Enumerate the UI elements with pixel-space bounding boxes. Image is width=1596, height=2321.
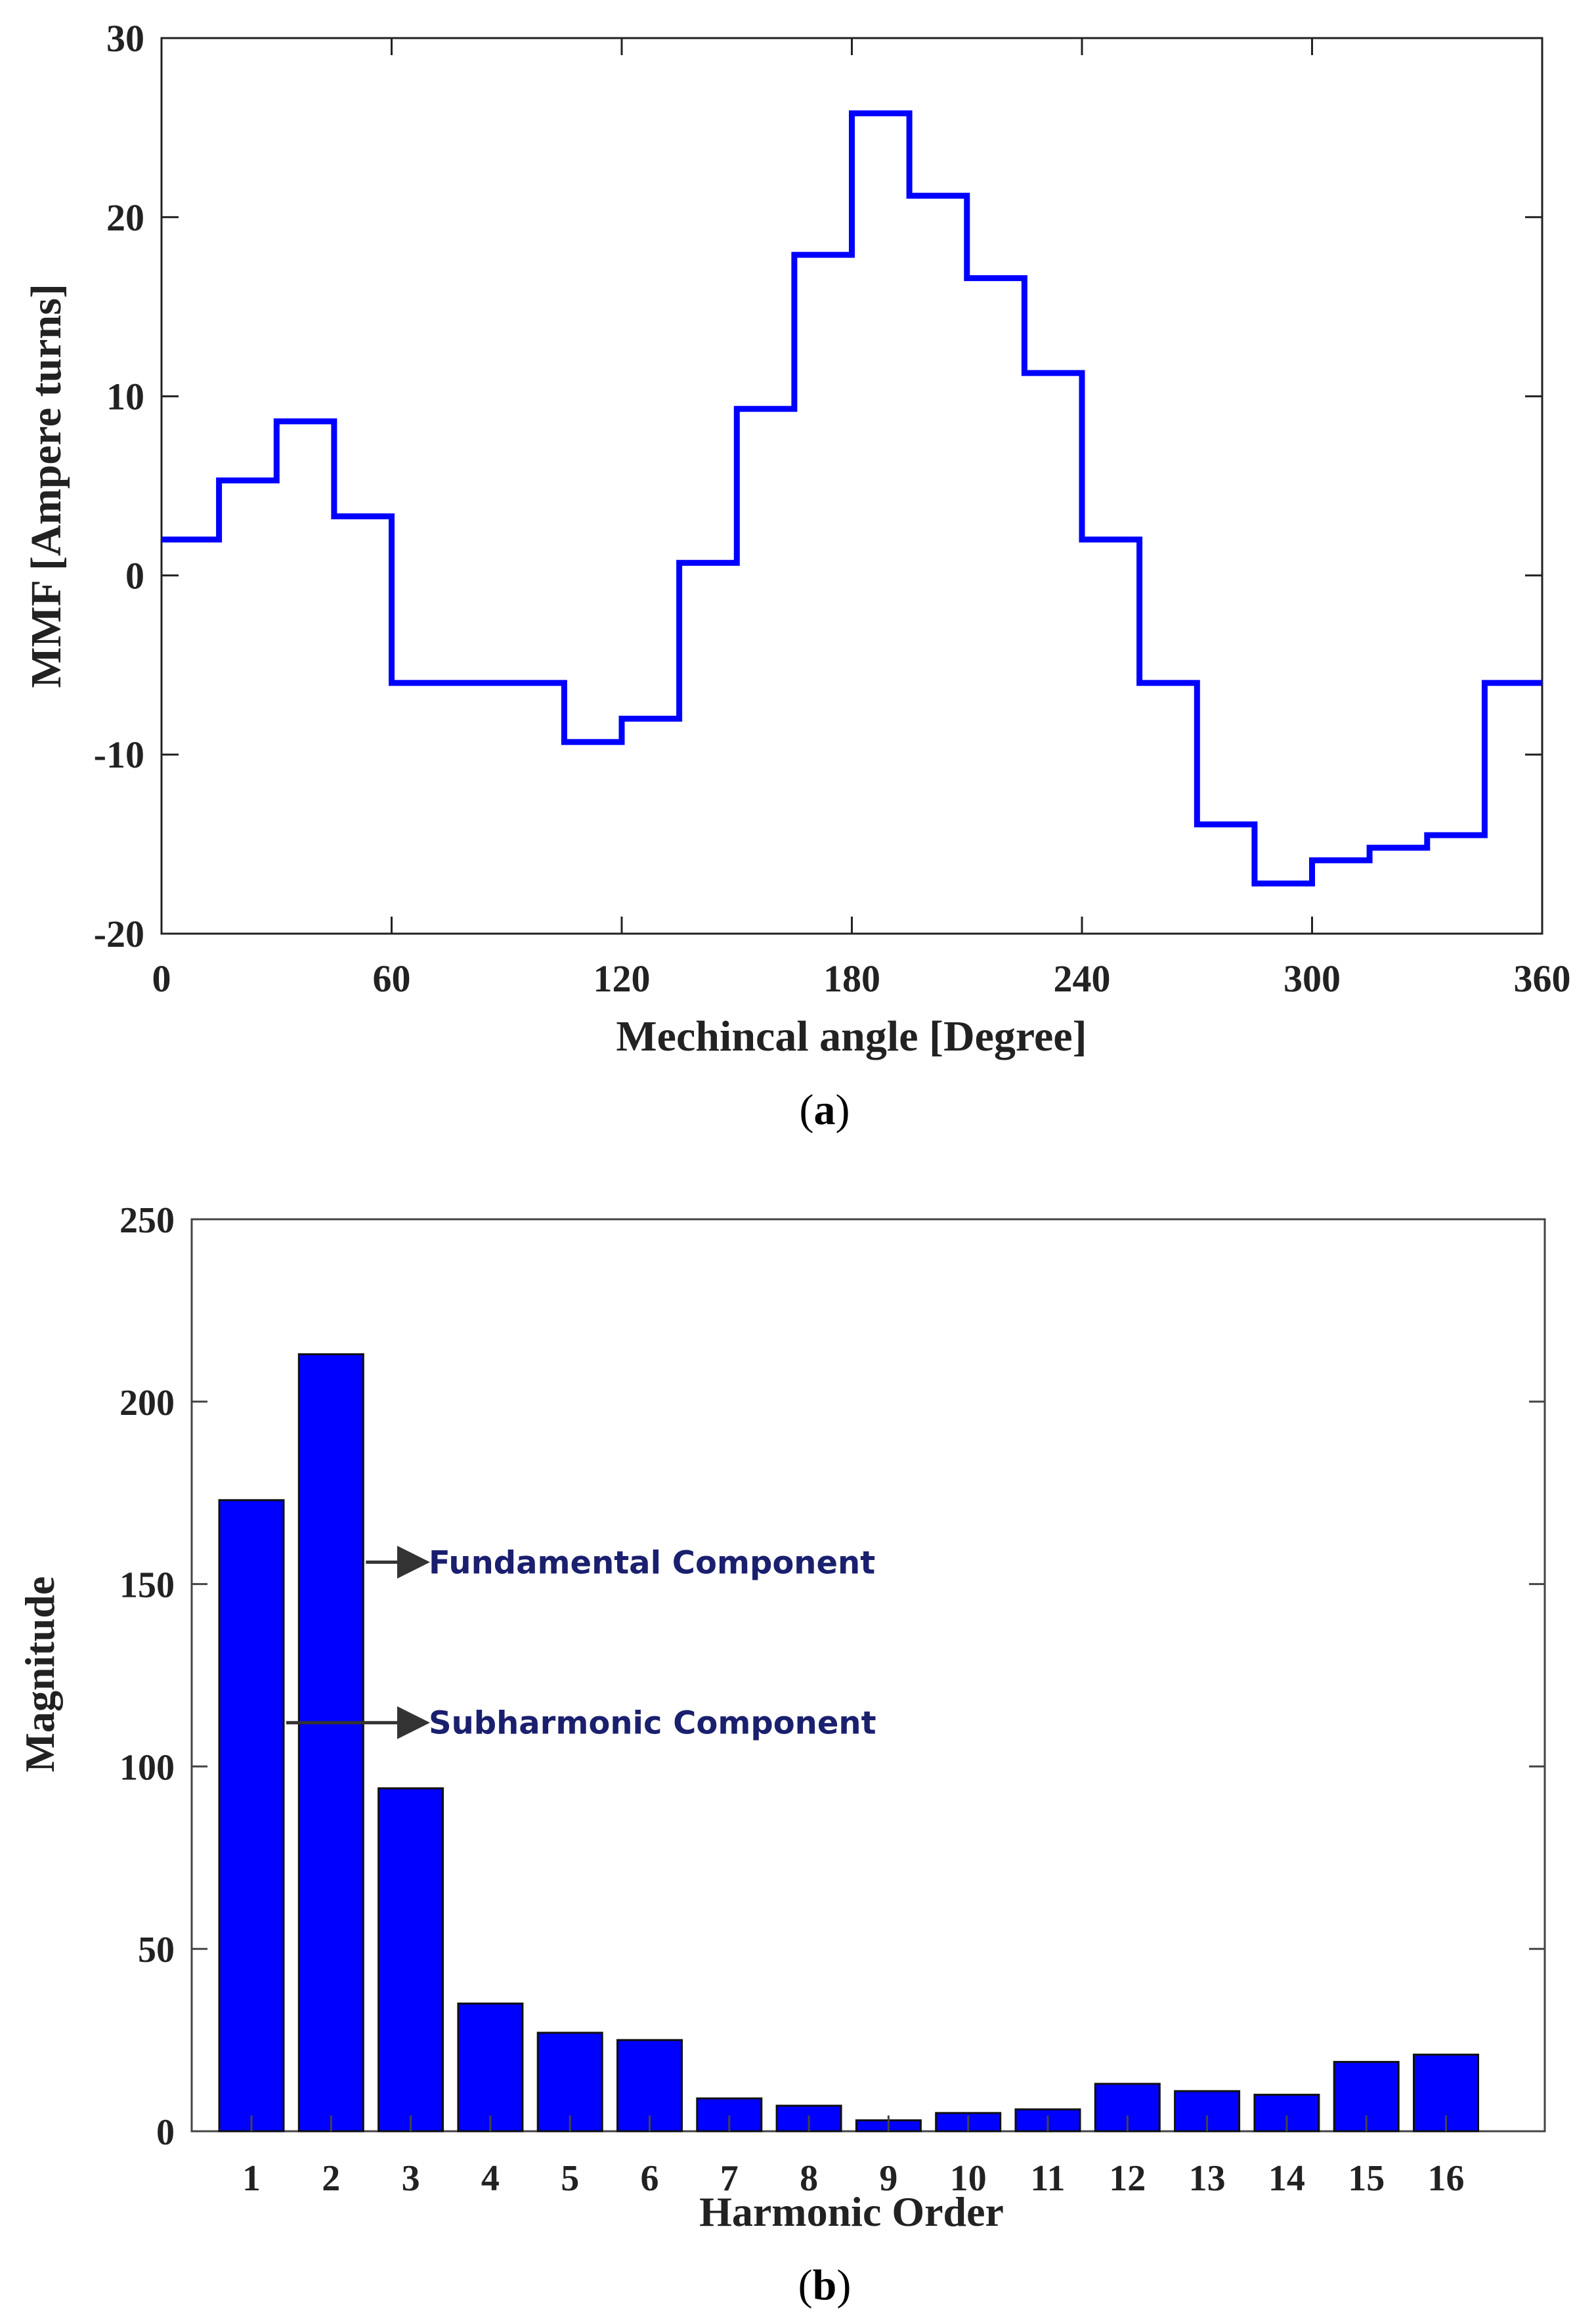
chart-a-y-tick-label: -20 bbox=[94, 913, 144, 955]
chart-a-x-tick-label: 300 bbox=[1283, 957, 1341, 1000]
chart-b-x-tick-label: 6 bbox=[641, 2158, 659, 2199]
chart-b-x-tick-label: 3 bbox=[402, 2158, 420, 2199]
chart-b-x-tick-label: 1 bbox=[242, 2158, 261, 2199]
harmonic-bar-chart: 1 2 3 4 5 6 7 8 9 10 11 12 13 14 15 16 050100150200250 … bbox=[16, 1200, 1546, 2309]
chart-b-x-tick-label: 2 bbox=[322, 2158, 340, 2199]
chart-a-x-axis-title: Mechincal angle [Degree] bbox=[616, 1012, 1087, 1060]
chart-b-x-tick-label: 5 bbox=[561, 2158, 579, 2199]
chart-a-ticks bbox=[160, 37, 1543, 935]
mmf-step-chart: 0 60 120 180 240 300 360 -20 -10 0 10 20 30 Mechinc… bbox=[22, 17, 1571, 1134]
chart-a-y-tick-label: -10 bbox=[94, 733, 144, 776]
chart-b-y-tick-labels: 0 50 100 150 200 250 bbox=[119, 1200, 175, 2153]
chart-a-x-tick-labels: 0 60 120 180 240 300 360 bbox=[152, 957, 1571, 1000]
chart-b-ticks bbox=[192, 1218, 1545, 2133]
chart-b-y-tick-label: 200 bbox=[119, 1383, 175, 1423]
chart-b-x-tick-label: 11 bbox=[1031, 2158, 1066, 2199]
chart-a-x-tick-label: 0 bbox=[152, 957, 171, 1000]
chart-a-y-axis-title: MMF [Ampere turns] bbox=[22, 284, 70, 688]
chart-a-y-tick-label: 30 bbox=[106, 17, 144, 60]
chart-b-bars bbox=[218, 1353, 1479, 2133]
chart-b-caption: (b) bbox=[798, 2261, 852, 2309]
harmonic-bar-3 bbox=[377, 1787, 444, 2133]
chart-b-x-tick-labels: 1 2 3 4 5 6 7 8 9 10 11 12 13 14 15 16 bbox=[242, 2158, 1465, 2199]
chart-a-x-tick-label: 180 bbox=[823, 957, 880, 1000]
chart-b-y-axis-title: Magnitude bbox=[16, 1576, 63, 1773]
harmonic-bar-1 bbox=[218, 1499, 285, 2133]
chart-a-x-tick-label: 60 bbox=[373, 957, 411, 1000]
chart-a-x-tick-label: 240 bbox=[1054, 957, 1111, 1000]
mmf-series-line bbox=[162, 110, 1542, 887]
chart-b-x-tick-label: 14 bbox=[1268, 2158, 1305, 2199]
chart-a-y-tick-labels: -20 -10 0 10 20 30 bbox=[94, 17, 144, 955]
chart-b-y-tick-label: 50 bbox=[138, 1930, 175, 1970]
chart-b-x-tick-label: 16 bbox=[1428, 2158, 1465, 2199]
chart-b-x-tick-label: 13 bbox=[1189, 2158, 1226, 2199]
harmonic-bar-4 bbox=[457, 2003, 524, 2133]
chart-b-y-tick-label: 100 bbox=[119, 1747, 175, 1788]
chart-b-y-tick-label: 150 bbox=[119, 1565, 175, 1606]
chart-b-annotations: Fundamental Component Subharmonic Compone… bbox=[286, 1544, 876, 1742]
chart-b-x-tick-label: 7 bbox=[720, 2158, 739, 2199]
chart-a-y-tick-label: 20 bbox=[106, 196, 144, 239]
chart-b-x-tick-label: 4 bbox=[481, 2158, 500, 2199]
chart-a-caption: (a) bbox=[800, 1086, 850, 1134]
chart-b-y-tick-label: 250 bbox=[119, 1200, 175, 1241]
annotation-label: Fundamental Component bbox=[429, 1544, 875, 1581]
chart-b-x-tick-label: 10 bbox=[950, 2158, 987, 2199]
chart-b-x-axis-title: Harmonic Order bbox=[699, 2188, 1004, 2235]
annotation-label: Subharmonic Component bbox=[429, 1705, 876, 1742]
harmonic-bar-5 bbox=[536, 2031, 603, 2133]
chart-a-y-tick-label: 0 bbox=[125, 554, 144, 597]
chart-a-y-tick-label: 10 bbox=[106, 376, 144, 418]
chart-b-x-tick-label: 9 bbox=[879, 2158, 897, 2199]
chart-b-x-tick-label: 8 bbox=[800, 2158, 818, 2199]
chart-b-y-tick-label: 0 bbox=[156, 2112, 175, 2153]
harmonic-bar-2 bbox=[297, 1353, 364, 2133]
chart-a-x-tick-label: 120 bbox=[593, 957, 651, 1000]
chart-b-x-tick-label: 12 bbox=[1109, 2158, 1146, 2199]
chart-b-x-tick-label: 15 bbox=[1348, 2158, 1385, 2199]
chart-a-x-tick-label: 360 bbox=[1514, 957, 1571, 1000]
